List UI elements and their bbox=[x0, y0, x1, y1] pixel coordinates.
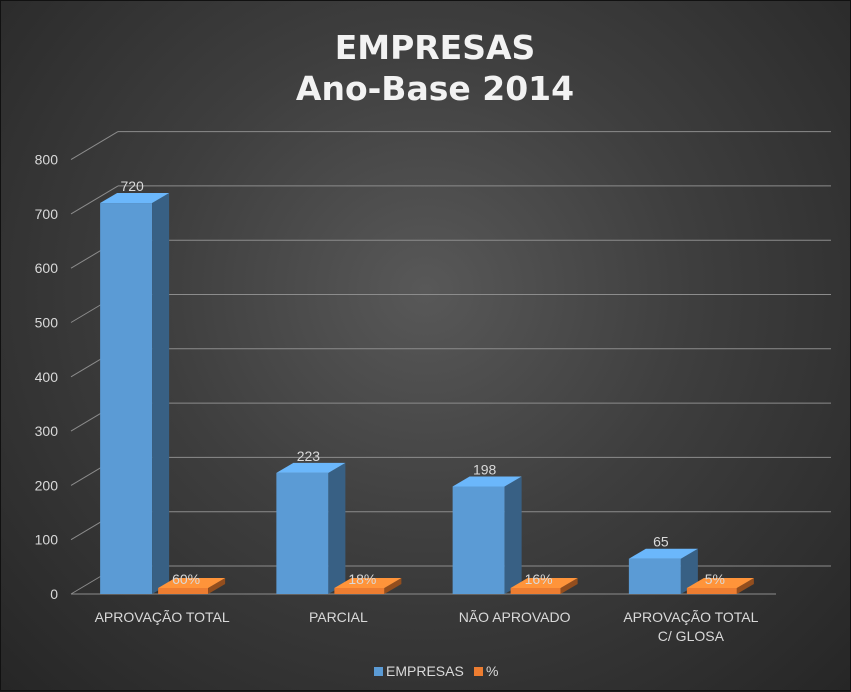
legend-swatch bbox=[374, 667, 383, 676]
y-tick-label: 800 bbox=[35, 152, 59, 168]
x-category-label: NÃO APROVADO bbox=[459, 609, 571, 625]
gridline-depth bbox=[70, 131, 119, 161]
legend-label: % bbox=[486, 663, 498, 679]
bar-empresas-top bbox=[100, 193, 170, 204]
bar-empresas-side bbox=[152, 193, 170, 595]
bar-empresas bbox=[628, 558, 681, 594]
x-category-label: APROVAÇÃO TOTAL bbox=[95, 609, 230, 625]
data-label: 16% bbox=[525, 571, 553, 587]
bar-percent bbox=[158, 588, 209, 594]
x-category-label: APROVAÇÃO TOTAL bbox=[623, 609, 758, 625]
gridline-depth bbox=[70, 185, 119, 215]
bar-empresas-side bbox=[504, 476, 522, 594]
y-tick-label: 700 bbox=[35, 206, 59, 222]
bar-percent bbox=[686, 588, 737, 594]
bar-percent-side bbox=[560, 578, 578, 594]
chart-title-line2: Ano-Base 2014 bbox=[296, 69, 574, 108]
bar-percent-side bbox=[384, 578, 402, 594]
grid-lines bbox=[70, 131, 831, 595]
bar-percent-top bbox=[334, 578, 402, 588]
data-label: 223 bbox=[297, 448, 321, 464]
y-tick-label: 300 bbox=[35, 423, 59, 439]
legend-swatch bbox=[474, 667, 483, 676]
data-labels: 720 60% 223 18% 198 16% 65 5% bbox=[120, 178, 725, 587]
y-tick-label: 200 bbox=[35, 477, 59, 493]
bar-percent-side bbox=[736, 578, 754, 594]
bar-percent bbox=[334, 588, 385, 594]
bar-empresas-top bbox=[452, 476, 522, 487]
bar-percent-top bbox=[510, 578, 578, 588]
y-tick-label: 100 bbox=[35, 532, 59, 548]
data-label: 60% bbox=[172, 571, 200, 587]
y-axis: 0 100 200 300 400 500 600 700 800 bbox=[35, 152, 59, 602]
legend: EMPRESAS% bbox=[374, 663, 498, 679]
bar-empresas bbox=[276, 472, 329, 594]
x-category-label: C/ GLOSA bbox=[658, 628, 725, 644]
x-category-label: PARCIAL bbox=[309, 609, 368, 625]
bar-percent-side bbox=[208, 578, 226, 594]
y-tick-label: 0 bbox=[50, 586, 58, 602]
bar-empresas-top bbox=[628, 548, 698, 559]
data-label: 18% bbox=[348, 571, 376, 587]
bar-empresas-top bbox=[276, 462, 346, 473]
data-label: 198 bbox=[473, 461, 497, 477]
chart-title-line1: EMPRESAS bbox=[335, 28, 536, 67]
x-axis: APROVAÇÃO TOTAL PARCIAL NÃO APROVADO APROVA… bbox=[95, 609, 759, 644]
bar-percent-top bbox=[158, 578, 226, 588]
y-tick-label: 500 bbox=[35, 315, 59, 331]
data-label: 65 bbox=[653, 534, 669, 550]
bar-empresas-side bbox=[680, 548, 698, 594]
bar-empresas-side bbox=[328, 462, 346, 594]
bar-empresas bbox=[452, 486, 505, 594]
y-tick-label: 400 bbox=[35, 369, 59, 385]
bar-percent-top bbox=[686, 578, 754, 588]
y-tick-label: 600 bbox=[35, 260, 59, 276]
bars bbox=[100, 193, 754, 595]
legend-label: EMPRESAS bbox=[386, 663, 464, 679]
data-label: 720 bbox=[120, 178, 144, 194]
data-label: 5% bbox=[705, 571, 725, 587]
bar-percent bbox=[510, 588, 561, 594]
bar-empresas bbox=[100, 203, 153, 595]
